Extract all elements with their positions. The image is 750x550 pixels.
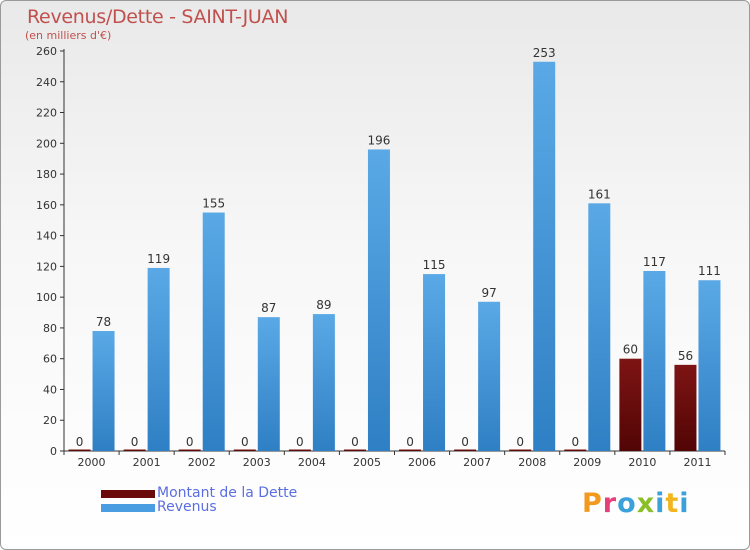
data-label-revenus: 115 — [423, 258, 446, 272]
data-label-revenus: 196 — [368, 133, 391, 147]
bar-dette — [233, 449, 256, 451]
legend-label-dette: Montant de la Dette — [157, 485, 298, 501]
bar-revenus — [533, 61, 556, 452]
bar-dette — [619, 358, 642, 451]
y-tick-label: 60 — [43, 353, 57, 366]
bar-dette — [288, 449, 311, 451]
bar-revenus — [588, 203, 611, 451]
x-tick-label: 2005 — [353, 456, 381, 469]
data-label-revenus: 161 — [588, 187, 611, 201]
bar-revenus — [147, 267, 170, 451]
data-label-revenus: 97 — [481, 286, 496, 300]
bar-revenus — [202, 212, 225, 451]
y-tick-label: 0 — [50, 445, 57, 458]
y-tick-label: 200 — [36, 137, 57, 150]
logo-letter: i — [655, 488, 666, 519]
bar-dette — [674, 364, 697, 451]
data-label-revenus: 253 — [533, 46, 556, 60]
bar-dette — [123, 449, 146, 451]
data-label-revenus: 117 — [643, 255, 666, 269]
x-tick-label: 2009 — [573, 456, 601, 469]
logo-letter: P — [582, 488, 603, 519]
logo-letter: i — [679, 488, 690, 519]
chart-subtitle: (en milliers d'€) — [25, 29, 112, 42]
bar-revenus — [92, 331, 115, 451]
data-label-dette: 60 — [623, 343, 638, 357]
bar-dette — [343, 449, 366, 451]
data-label-revenus: 111 — [698, 264, 721, 278]
data-label-dette: 0 — [406, 435, 414, 449]
data-label-revenus: 87 — [261, 301, 276, 315]
bars — [68, 61, 721, 452]
bar-revenus — [257, 317, 280, 451]
y-tick-label: 120 — [36, 260, 57, 273]
y-tick-label: 140 — [36, 230, 57, 243]
data-label-dette: 0 — [296, 435, 304, 449]
bar-revenus — [698, 280, 721, 451]
y-tick-label: 260 — [36, 45, 57, 58]
data-label-revenus: 119 — [147, 252, 170, 266]
x-tick-label: 2002 — [188, 456, 216, 469]
x-tick-label: 2006 — [408, 456, 436, 469]
x-tick-label: 2008 — [518, 456, 546, 469]
axes: 0 20 40 60 80 100 120 140 160 180 200 220 240 260 2000… — [36, 45, 726, 469]
x-tick-label: 2000 — [78, 456, 106, 469]
y-tick-label: 20 — [43, 414, 57, 427]
legend-label-revenus: Revenus — [157, 499, 217, 515]
legend-swatch-revenus — [101, 504, 155, 512]
data-labels: 0 0 0 0 0 0 0 0 0 0 60 56 78 119 155 87 89 196 115 97 253 161… — [76, 46, 721, 449]
x-tick-label: 2001 — [133, 456, 161, 469]
data-label-dette: 0 — [241, 435, 249, 449]
data-label-dette: 0 — [571, 435, 579, 449]
bar-revenus — [643, 271, 666, 451]
y-tick-label: 240 — [36, 76, 57, 89]
x-tick-label: 2011 — [683, 456, 711, 469]
logo-letter: t — [665, 488, 680, 519]
y-tick-label: 160 — [36, 199, 57, 212]
bar-revenus — [367, 149, 390, 451]
data-label-dette: 0 — [131, 435, 139, 449]
data-label-dette: 0 — [76, 435, 84, 449]
legend-swatch-dette — [101, 490, 155, 498]
y-tick-label: 40 — [43, 383, 57, 396]
logo-letter: r — [602, 488, 618, 519]
y-tick-label: 100 — [36, 291, 57, 304]
logo-letter: o — [617, 488, 637, 519]
data-label-dette: 56 — [678, 349, 693, 363]
x-tick-label: 2003 — [243, 456, 271, 469]
bar-dette — [399, 449, 422, 451]
bar-dette — [564, 449, 587, 451]
x-tick-label: 2004 — [298, 456, 326, 469]
data-label-dette: 0 — [351, 435, 359, 449]
bar-dette — [68, 449, 91, 451]
logo-letter: x — [636, 488, 656, 519]
x-tick-label: 2010 — [628, 456, 656, 469]
chart-title: Revenus/Dette - SAINT-JUAN — [27, 6, 289, 28]
data-label-dette: 0 — [461, 435, 469, 449]
data-label-dette: 0 — [186, 435, 194, 449]
y-tick-label: 80 — [43, 322, 57, 335]
y-tick-label: 220 — [36, 107, 57, 120]
data-label-revenus: 78 — [96, 315, 111, 329]
bar-dette — [178, 449, 201, 451]
bar-dette — [509, 449, 532, 451]
data-label-dette: 0 — [516, 435, 524, 449]
data-label-revenus: 89 — [316, 298, 331, 312]
x-tick-label: 2007 — [463, 456, 491, 469]
proxiti-logo[interactable]: Proxiti — [582, 488, 690, 519]
bar-dette — [454, 449, 477, 451]
bar-revenus — [423, 274, 446, 451]
y-tick-label: 180 — [36, 168, 57, 181]
bar-revenus — [312, 314, 335, 451]
data-label-revenus: 155 — [202, 197, 225, 211]
bar-revenus — [478, 301, 501, 451]
